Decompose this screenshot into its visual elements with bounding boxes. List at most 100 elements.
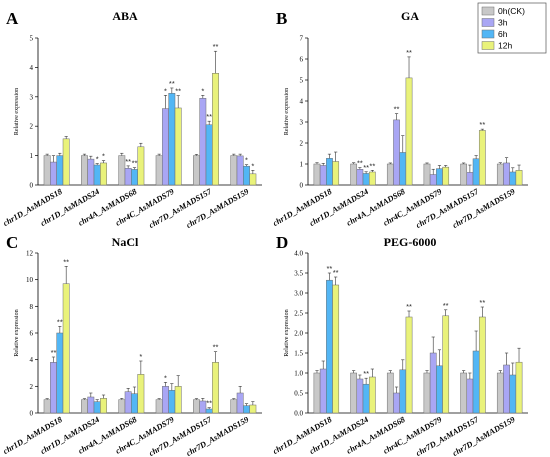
y-tick-label: 4	[300, 98, 304, 106]
y-tick-label: 2.0	[294, 330, 303, 338]
significance-mark: **	[394, 105, 400, 114]
bar	[313, 163, 321, 186]
bar	[155, 399, 163, 414]
significance-mark: *	[164, 86, 167, 95]
significance-mark: **	[406, 302, 412, 311]
bar	[405, 77, 413, 186]
bar	[460, 372, 468, 414]
significance-mark: **	[479, 298, 485, 307]
bar	[466, 172, 474, 186]
y-tick-label: 5	[300, 77, 304, 85]
bar	[236, 155, 244, 186]
y-tick-label: 2	[30, 383, 34, 391]
panel-title: GA	[401, 9, 419, 23]
significance-mark: *	[201, 86, 204, 95]
y-tick-label: 4	[30, 356, 34, 364]
bar	[212, 73, 219, 186]
y-tick-label: 6	[300, 56, 304, 64]
x-category-label: chr7D_AsMADS159	[451, 187, 517, 230]
bar	[50, 362, 57, 414]
bar	[362, 383, 370, 414]
bar	[131, 169, 138, 186]
bar	[155, 155, 163, 186]
legend-swatch	[481, 6, 495, 16]
bar	[393, 119, 400, 186]
bar	[509, 374, 517, 414]
bar	[43, 155, 51, 186]
y-tick-label: 0	[30, 182, 34, 190]
y-tick-label: 3.0	[294, 290, 303, 298]
y-axis-label: Relative expression	[14, 88, 20, 135]
bar	[399, 152, 407, 186]
bar	[118, 155, 126, 186]
y-tick-label: 3	[300, 119, 304, 127]
x-category-label: chr7D_AsMADS157	[414, 415, 480, 457]
bar	[515, 361, 523, 414]
legend-label: 3h	[498, 18, 508, 28]
panel-letter: C	[6, 233, 18, 252]
bar	[56, 332, 64, 414]
bar	[62, 283, 70, 414]
bar	[356, 378, 364, 414]
bar	[478, 316, 486, 414]
bar	[515, 170, 523, 186]
y-tick-label: 10	[26, 276, 34, 284]
x-category-label: chr7D_AsMADS159	[185, 415, 251, 457]
bar	[399, 369, 407, 414]
x-category-label: chr7D_AsMADS159	[451, 415, 517, 457]
bar	[332, 161, 340, 186]
bar	[442, 315, 450, 414]
bar	[193, 155, 200, 186]
y-tick-label: 2	[30, 123, 34, 131]
legend-swatch	[481, 41, 495, 50]
bar	[386, 163, 394, 186]
bar	[326, 279, 333, 414]
x-category-label: chr1D_AsMADS18	[271, 415, 334, 456]
y-tick-label: 1	[300, 161, 304, 169]
x-category-label: chr1D_AsMADS18	[271, 187, 334, 228]
bar	[350, 163, 358, 186]
bar	[100, 398, 107, 414]
significance-mark: **	[57, 317, 63, 326]
y-tick-label: 4	[30, 64, 34, 72]
bar	[43, 399, 51, 414]
x-category-label: chr7D_AsMADS159	[185, 187, 251, 230]
y-tick-label: 3	[30, 93, 34, 101]
bar	[199, 400, 207, 414]
bar	[503, 162, 510, 186]
x-category-label: chr7D_AsMADS157	[414, 187, 480, 230]
bar	[87, 158, 95, 186]
significance-mark: **	[406, 48, 412, 57]
significance-mark: **	[206, 399, 212, 408]
bar	[393, 392, 400, 414]
x-category-label: chr7D_AsMADS157	[147, 415, 213, 457]
x-category-label: chr1D_AsMADS18	[2, 187, 65, 228]
y-tick-label: 1.0	[294, 370, 303, 378]
bar	[174, 386, 182, 414]
bar	[50, 161, 57, 186]
bar	[62, 138, 70, 186]
bar	[478, 130, 486, 186]
bar	[460, 163, 468, 186]
significance-mark: **	[363, 369, 369, 378]
significance-mark: *	[102, 152, 105, 161]
panel-letter: A	[6, 9, 19, 28]
significance-mark: **	[213, 343, 219, 352]
y-tick-label: 2	[300, 140, 304, 148]
panel-title: PEG-6000	[384, 235, 437, 249]
y-axis-label: Relative expression	[284, 309, 290, 356]
y-tick-label: 12	[26, 250, 34, 258]
bar	[230, 155, 238, 186]
y-tick-label: 5	[30, 35, 34, 43]
bar	[368, 376, 376, 414]
bar	[124, 391, 132, 414]
bar	[466, 378, 474, 414]
bar	[56, 155, 64, 186]
bar	[174, 107, 182, 186]
bar	[423, 163, 431, 186]
legend-label: 12h	[498, 41, 512, 51]
y-tick-label: 0	[300, 182, 304, 190]
significance-mark: **	[369, 161, 375, 170]
y-tick-label: 0.0	[294, 410, 303, 418]
